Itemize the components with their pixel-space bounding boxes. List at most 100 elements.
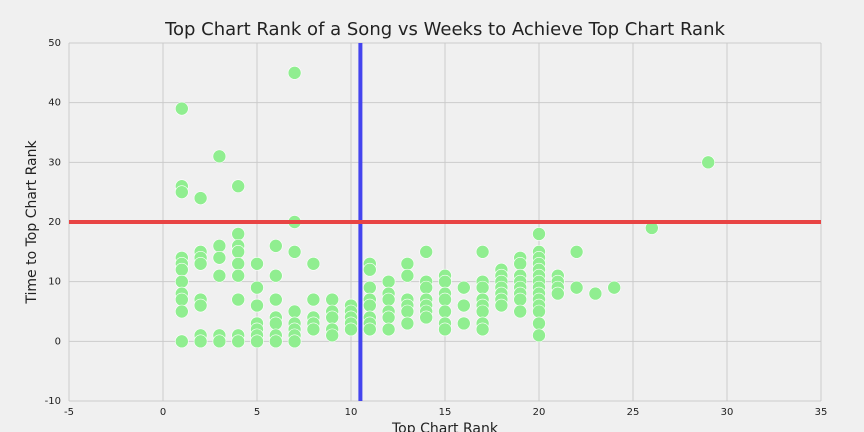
data-point — [362, 298, 377, 313]
data-point — [475, 245, 490, 259]
x-tick-label: -5 — [64, 407, 74, 418]
data-point — [231, 179, 245, 193]
data-points — [175, 66, 716, 349]
data-point — [231, 256, 245, 271]
data-point — [325, 328, 340, 343]
data-point — [381, 310, 396, 325]
data-point — [306, 292, 321, 307]
data-point — [212, 334, 227, 349]
data-point — [231, 227, 245, 241]
data-point — [250, 280, 264, 295]
data-point — [532, 227, 546, 241]
data-point — [268, 334, 283, 349]
tick-labels: -5 0 5 10 15 20 25 30 35 -10 0 10 20 30 40 50 — [45, 38, 828, 418]
data-point — [362, 280, 377, 295]
data-point — [325, 292, 340, 307]
data-point — [475, 280, 490, 295]
data-point — [212, 250, 227, 265]
data-point — [325, 310, 340, 325]
data-point — [400, 304, 415, 319]
data-point — [287, 245, 302, 259]
y-axis-title: Time to Top Chart Rank — [24, 140, 40, 305]
data-point — [362, 262, 377, 277]
data-point — [175, 304, 189, 319]
data-point — [569, 280, 584, 295]
x-tick-label: 15 — [439, 407, 452, 418]
data-point — [607, 280, 622, 295]
data-point — [381, 322, 396, 337]
y-tick-label: 30 — [48, 157, 61, 168]
x-tick-label: 35 — [815, 407, 828, 418]
y-tick-label: -10 — [45, 396, 61, 407]
data-point — [513, 256, 528, 271]
data-point — [268, 292, 283, 307]
data-point — [494, 298, 509, 313]
data-point — [175, 292, 189, 307]
y-tick-label: 40 — [48, 98, 61, 109]
data-point — [344, 322, 358, 337]
data-point — [175, 274, 189, 289]
data-point — [193, 191, 208, 205]
data-point — [588, 286, 603, 301]
data-point — [212, 239, 227, 253]
data-point — [513, 292, 528, 307]
data-point — [438, 304, 452, 319]
data-point — [268, 316, 283, 331]
data-point — [193, 256, 208, 271]
data-point — [381, 292, 396, 307]
data-point — [569, 245, 584, 259]
data-point — [438, 292, 452, 307]
data-point — [438, 322, 452, 337]
data-point — [231, 245, 245, 259]
data-point — [419, 245, 434, 259]
data-point — [532, 304, 546, 319]
data-point — [419, 280, 434, 295]
data-point — [306, 322, 321, 337]
x-tick-label: 0 — [160, 407, 166, 418]
x-axis-title: Top Chart Rank — [391, 421, 499, 432]
data-point — [400, 316, 415, 331]
y-tick-label: 20 — [48, 217, 61, 228]
data-point — [287, 334, 302, 349]
data-point — [701, 155, 716, 170]
data-point — [475, 322, 490, 337]
data-point — [231, 292, 245, 307]
data-point — [175, 262, 189, 277]
data-point — [287, 66, 302, 80]
data-point — [550, 286, 565, 301]
x-tick-label: 25 — [627, 407, 640, 418]
x-tick-label: 20 — [533, 407, 546, 418]
data-point — [175, 334, 189, 349]
data-point — [175, 185, 189, 199]
data-point — [456, 298, 471, 313]
data-point — [419, 310, 434, 325]
data-point — [532, 316, 546, 331]
data-point — [212, 149, 227, 164]
data-point — [250, 334, 264, 349]
y-tick-label: 0 — [55, 336, 61, 347]
data-point — [456, 280, 471, 295]
x-tick-label: 30 — [721, 407, 734, 418]
data-point — [381, 274, 396, 289]
reference-lines — [69, 43, 821, 401]
data-point — [400, 268, 415, 283]
data-point — [193, 334, 208, 349]
data-point — [287, 304, 302, 319]
y-tick-label: 50 — [48, 38, 61, 49]
chart-title: Top Chart Rank of a Song vs Weeks to Ach… — [164, 19, 725, 40]
x-tick-label: 5 — [254, 407, 260, 418]
data-point — [175, 101, 189, 116]
data-point — [193, 298, 208, 313]
data-point — [231, 268, 245, 283]
data-point — [250, 256, 264, 271]
data-point — [532, 328, 546, 343]
data-point — [231, 334, 245, 349]
data-point — [513, 304, 528, 319]
x-tick-label: 10 — [345, 407, 358, 418]
data-point — [268, 239, 283, 253]
data-point — [250, 298, 264, 313]
data-point — [306, 256, 321, 271]
